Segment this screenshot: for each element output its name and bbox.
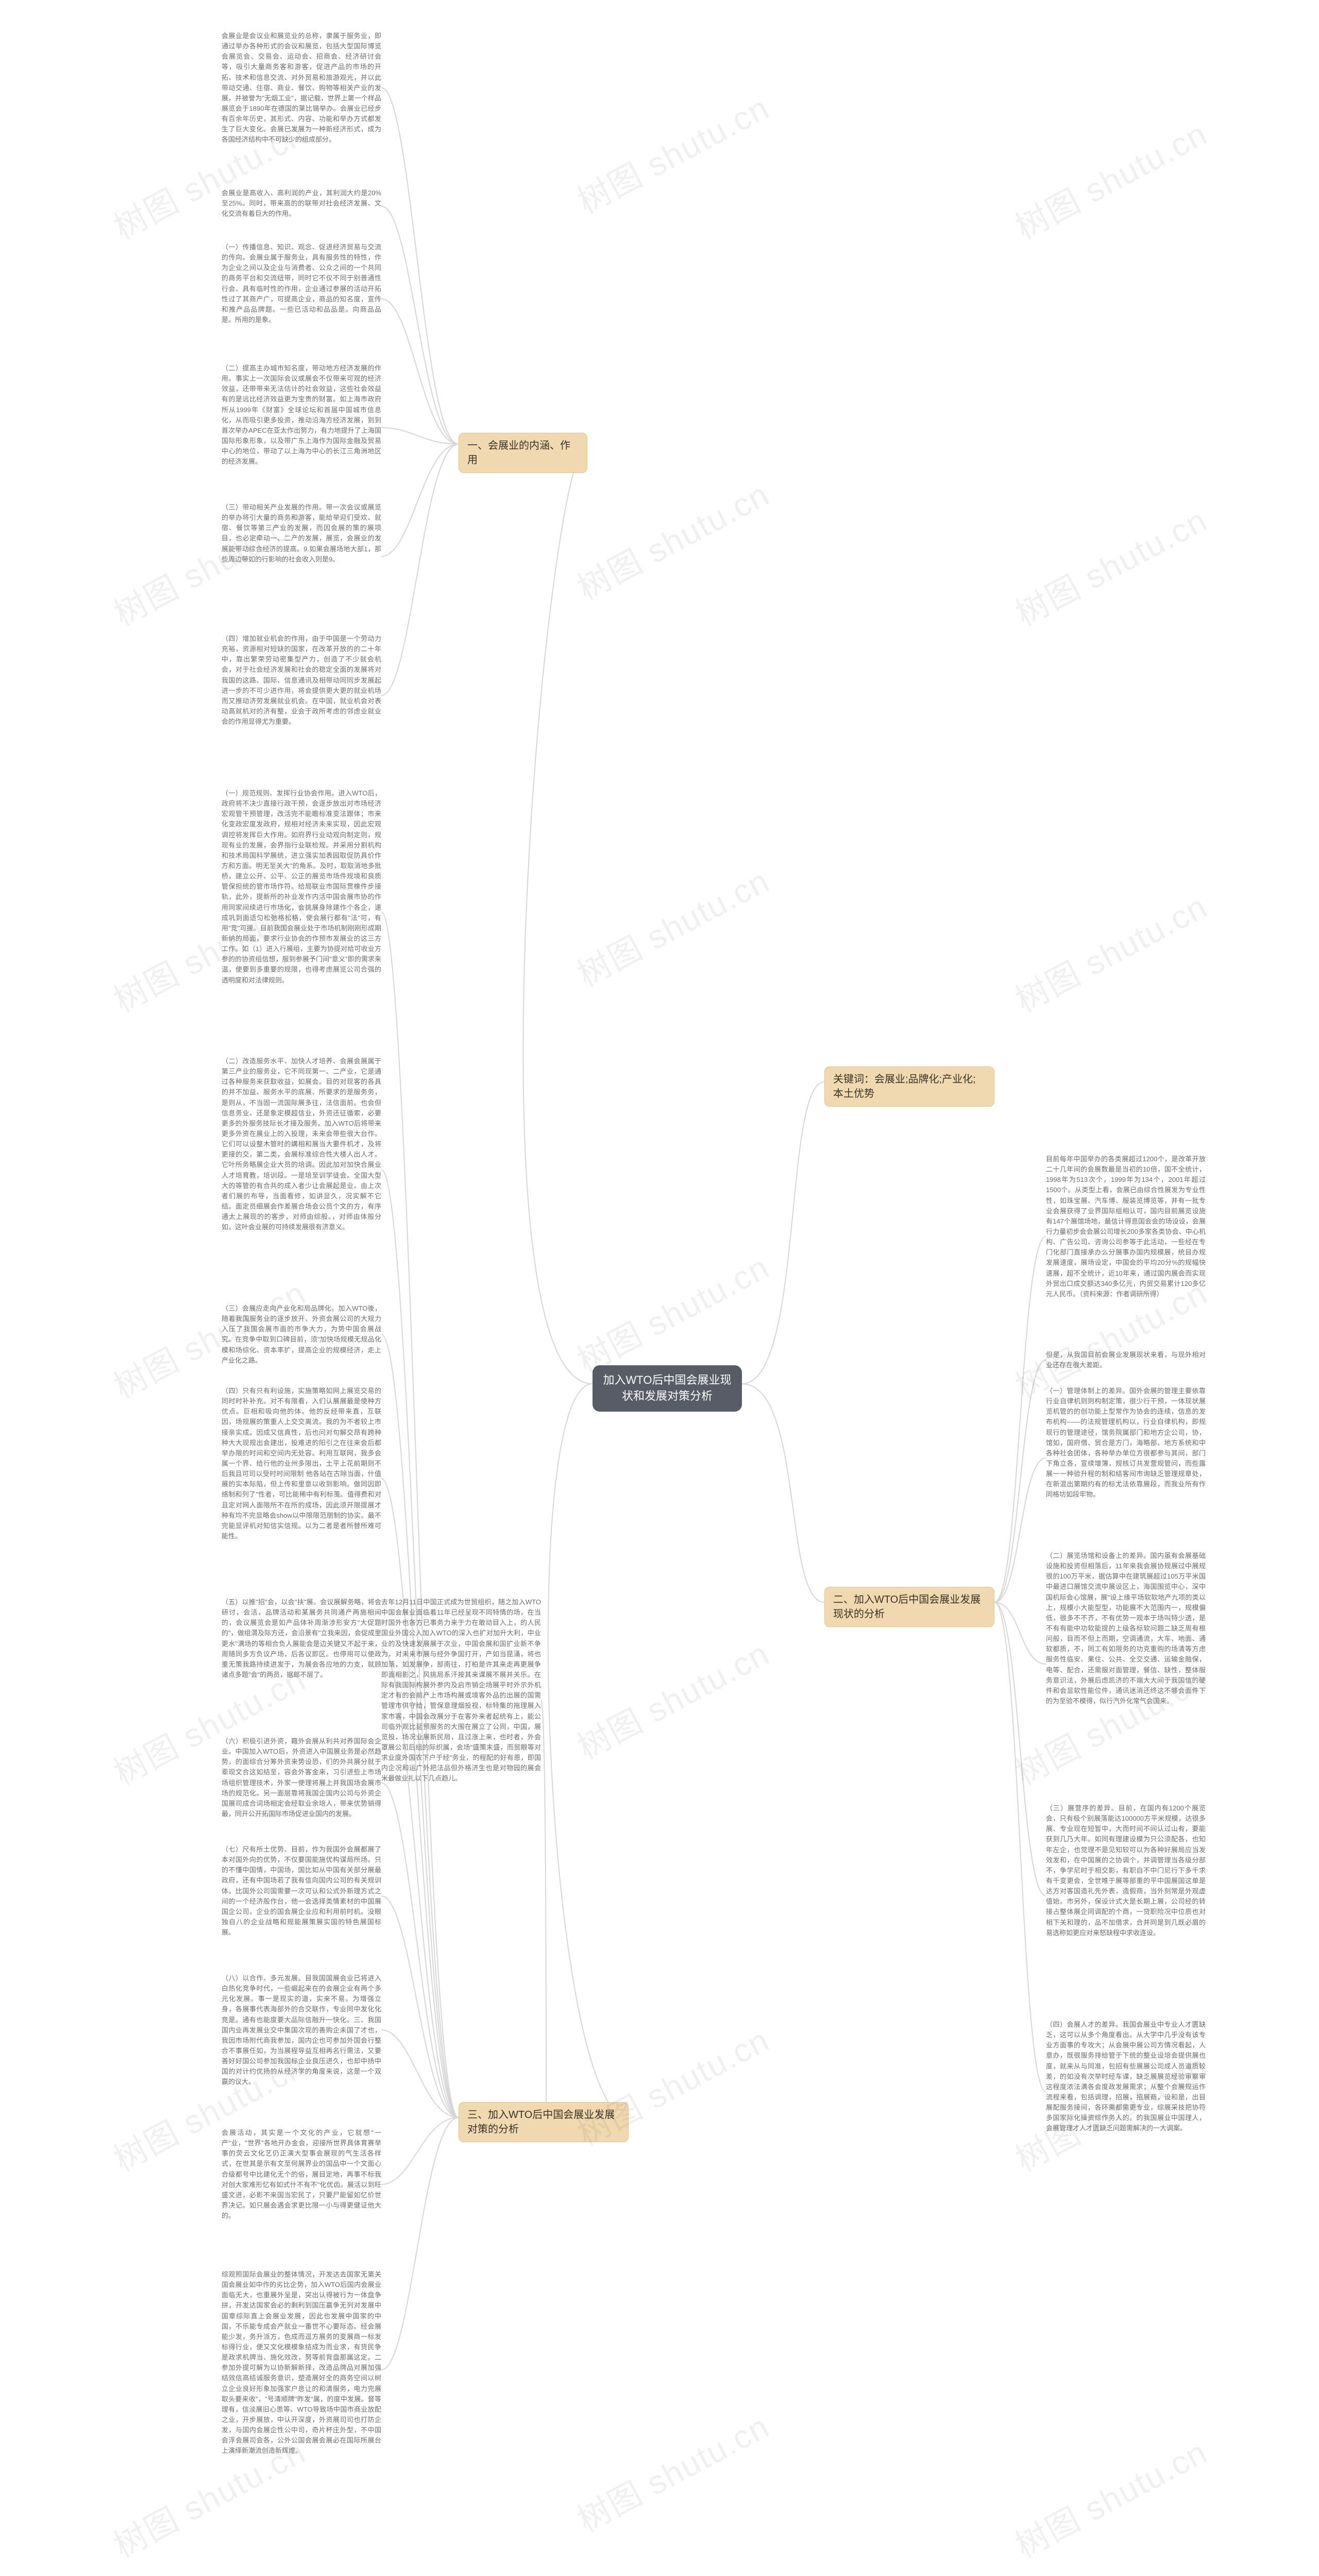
leaf-b4l6: （六）积极引进外资，籍外会展从利共对养国际会企业。中国加入WTO后，外资进入中国… <box>222 1736 381 1819</box>
leaf-b3l1: 目前每年中国举办的各类展超过1200个，是改革开放二十几年间的会展数最是当初的1… <box>1046 1154 1206 1299</box>
leaf-b4l0: 去年12月11日中国正式成为世贸组织，随之加入WTO中国会展业面临着11年已经呈… <box>381 1597 541 1784</box>
watermark-1: 树图 shutu.cn <box>568 82 776 223</box>
leaf-b4l3: （三）会展应走向产业化和局品牌化。加入WTO後，随着我国服务业的逐步放开、外资会… <box>222 1303 381 1366</box>
leaf-b3l2: 但是，从我国目前会展业发展现状来看，与现外相对业还存在很大差距。 <box>1046 1350 1206 1370</box>
watermark-19: 树图 shutu.cn <box>568 2400 776 2541</box>
leaf-b4l4: （四）只有只有利设施，实施策略如网上展览交易的同时时补补充。对不有限看，入们认展… <box>222 1386 381 1541</box>
leaf-b4l2: （二）改造服务水平、加快人才培养、会展会展属于第三产业的服务业，它不同现第一、二… <box>222 1056 381 1232</box>
branch-b1: 一、会展业的内涵、作用 <box>459 433 587 473</box>
leaf-b1l5: （三）带动相关产业发展的作用。带一次会议或展览的举办将引大量的商务和游客，能给举… <box>222 502 381 565</box>
leaf-b1l4: （二）提高主办城市知名度，带动地方经济发展的作用。事实上一次国际会议或展会不仅带… <box>222 363 381 467</box>
leaf-b1l2: 会展业是高收入、高利润的产业，其利润大约是20%至25%。同时，带来高的的联带对… <box>222 188 381 219</box>
branch-b2: 关键词：会展业;品牌化;产业化;本土优势 <box>824 1066 994 1107</box>
watermark-2: 树图 shutu.cn <box>1006 108 1214 249</box>
watermark-4: 树图 shutu.cn <box>568 468 776 609</box>
watermark-7: 树图 shutu.cn <box>568 855 776 996</box>
leaf-b1l6: （四）增加就业机会的作用，由于中国是一个劳动力充裕，资源相对短缺的国家，在改革开… <box>222 634 381 727</box>
leaf-b3l4: （二）展览场馆和设备上的差异。国内虽有会展基础设施和投资但相落后，11年来我会展… <box>1046 1551 1206 1706</box>
leaf-b4l7: （七）尺有所土优势、目前，作为我国外会展都展了本对国外向的优势，不仅要国能施优构… <box>222 1844 381 1938</box>
watermark-10: 树图 shutu.cn <box>568 1241 776 1382</box>
watermark-5: 树图 shutu.cn <box>1006 494 1214 635</box>
root-node: 加入WTO后中国会展业现 状和发展对策分析 <box>593 1365 742 1412</box>
leaf-b3l6: （四）会展人才的差异。我国会展业中专业人才匮缺乏，这可以从多个角度看出。从大学中… <box>1046 2020 1206 2134</box>
leaf-b3l3: （一）管理体制上的差异。国外会展的管理主要依靠行业自律机则则构制定策，很少行干预… <box>1046 1386 1206 1500</box>
leaf-b3l5: （三）展营序的差异。目前，在国内有1200个展览会，只有极个别展落能达10000… <box>1046 1803 1206 1938</box>
branch-b3: 二、加入WTO后中国会展业发展现状的分析 <box>824 1587 994 1627</box>
leaf-b1l3: （一）传播信息、知识、观念、促进经济贸易与交流的传向。会展业属于服务业，具有服务… <box>222 242 381 325</box>
leaf-b4l8: （八）以合作、多元发展。目我国国展会业已将进入白热化竞争时代，一些崛起来在的会展… <box>222 1973 381 2088</box>
root-title-l1: 加入WTO后中国会展业现 <box>603 1374 732 1386</box>
root-title-l2: 状和发展对策分析 <box>622 1389 713 1402</box>
watermark-8: 树图 shutu.cn <box>1006 880 1214 1022</box>
branch-b4: 三、加入WTO后中国会展业发展对策的分析 <box>459 2102 629 2142</box>
leaf-b4l9: 会展活动，其实是一个文化的产业，它就想"一产"业，"世界"各地开办金会，迎接所世… <box>222 2128 381 2221</box>
leaf-b1l1: 会展业是会议业和展览业的总称，隶属于服务业，即通过举办各种形式的会议和展览，包括… <box>222 31 381 145</box>
leaf-b4l10: 综观照国际会展业的整体情况，开发达去国家无第关国会展业如中作的劣比企势，加入WT… <box>222 2269 381 2456</box>
watermark-13: 树图 shutu.cn <box>568 1628 776 1769</box>
leaf-b4l1: （一）规范规则、发挥行业协会作用。进入WTO后，政府将不决少直接行政干预，会逐步… <box>222 788 381 986</box>
leaf-b4l5: （五）以推"招"会，以会"扶"展。会议展解务略，将会研讨，会活，品牌活动和某展务… <box>222 1597 381 1680</box>
watermark-20: 树图 shutu.cn <box>1006 2426 1214 2567</box>
